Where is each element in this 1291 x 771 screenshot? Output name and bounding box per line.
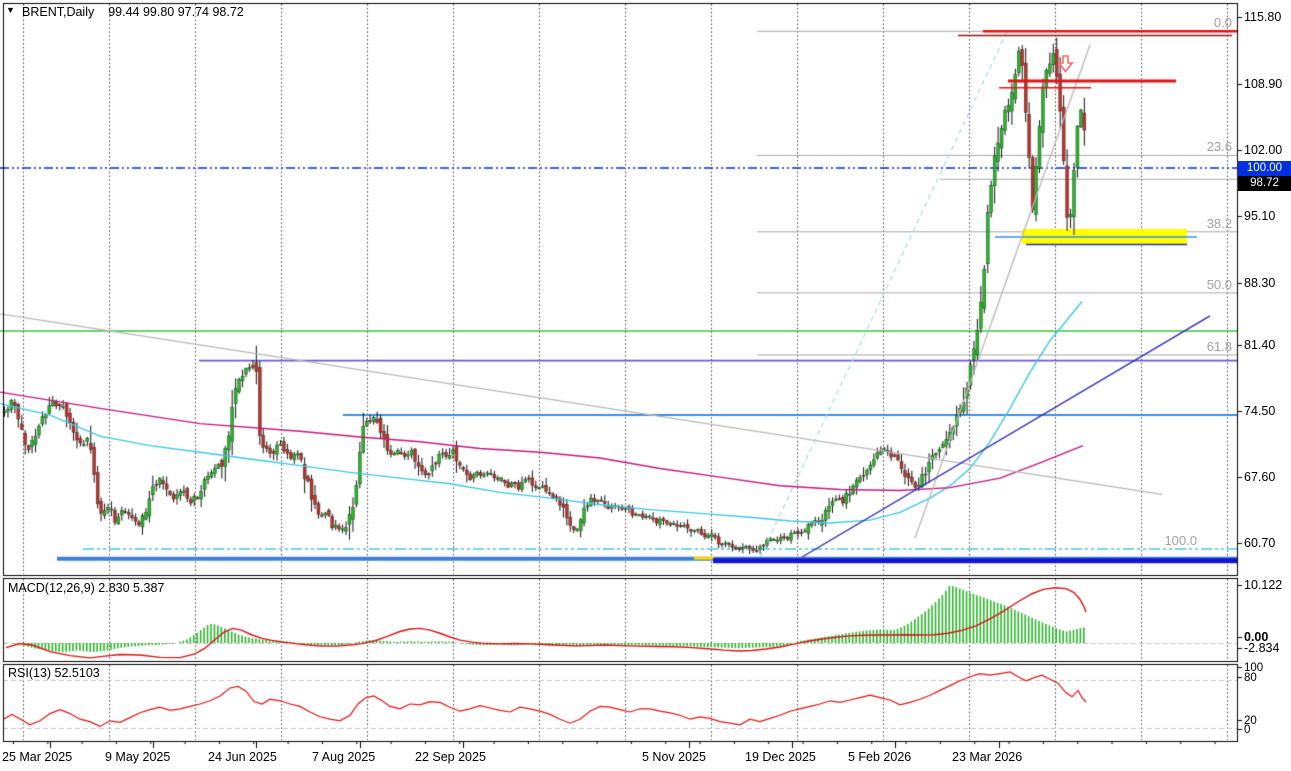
price-axis-label: 81.40: [1244, 338, 1276, 352]
fibonacci-level-label: 61.8: [1206, 339, 1232, 354]
sell-signal-arrow-icon: [1057, 55, 1074, 73]
price-axis-label: 88.30: [1244, 276, 1276, 290]
chevron-down-icon[interactable]: ▼: [6, 5, 15, 15]
date-axis-label: 5 Feb 2026: [848, 750, 912, 764]
rsi-axis-label: 20: [1244, 715, 1257, 727]
date-axis-label: 24 Jun 2025: [208, 750, 277, 764]
rsi-axis-label: 0: [1244, 724, 1251, 736]
date-axis-label: 9 May 2025: [105, 750, 171, 764]
rsi-axis-label: 100: [1244, 662, 1264, 674]
ask-price-marker: 100.00: [1238, 161, 1291, 176]
bid-price-marker: 98.72: [1238, 176, 1291, 191]
symbol-period-label: BRENT,Daily: [22, 5, 95, 19]
price-axis-label: 108.90: [1244, 77, 1283, 91]
price-axis-label: 95.10: [1244, 209, 1276, 223]
macd-axis-label: 0.00: [1244, 630, 1269, 644]
rsi-indicator-label: RSI(13) 52.5103: [8, 666, 100, 680]
ohlc-values-label: 99.44 99.80 97.74 98.72: [108, 5, 244, 19]
macd-axis-label: -2.834: [1244, 641, 1280, 655]
date-axis-label: 25 Mar 2025: [2, 750, 73, 764]
date-axis-label: 22 Sep 2025: [415, 750, 486, 764]
macd-indicator-label: MACD(12,26,9) 2.830 5.387: [8, 581, 165, 595]
chart-title: BRENT,Daily 99.44 99.80 97.74 98.72: [22, 5, 244, 19]
fibonacci-level-label: 0.0: [1213, 15, 1232, 30]
fibonacci-level-label: 100.0: [1164, 533, 1197, 548]
price-axis-label: 115.80: [1244, 10, 1282, 24]
macd-axis-label: 10.122: [1244, 578, 1283, 592]
rsi-axis-label: 80: [1244, 672, 1257, 684]
date-axis-label: 7 Aug 2025: [312, 750, 376, 764]
fibonacci-level-label: 23.6: [1206, 139, 1232, 154]
date-axis-label: 23 Mar 2026: [952, 750, 1023, 764]
date-axis-label: 19 Dec 2025: [745, 750, 816, 764]
date-axis-label: 5 Nov 2025: [642, 750, 706, 764]
price-axis-label: 74.50: [1244, 404, 1276, 418]
fibonacci-level-label: 38.2: [1206, 216, 1232, 231]
fibonacci-level-label: 50.0: [1206, 277, 1232, 292]
price-axis-label: 67.60: [1244, 470, 1276, 484]
price-axis-label: 102.00: [1244, 143, 1283, 157]
price-axis-label: 60.70: [1244, 536, 1276, 550]
